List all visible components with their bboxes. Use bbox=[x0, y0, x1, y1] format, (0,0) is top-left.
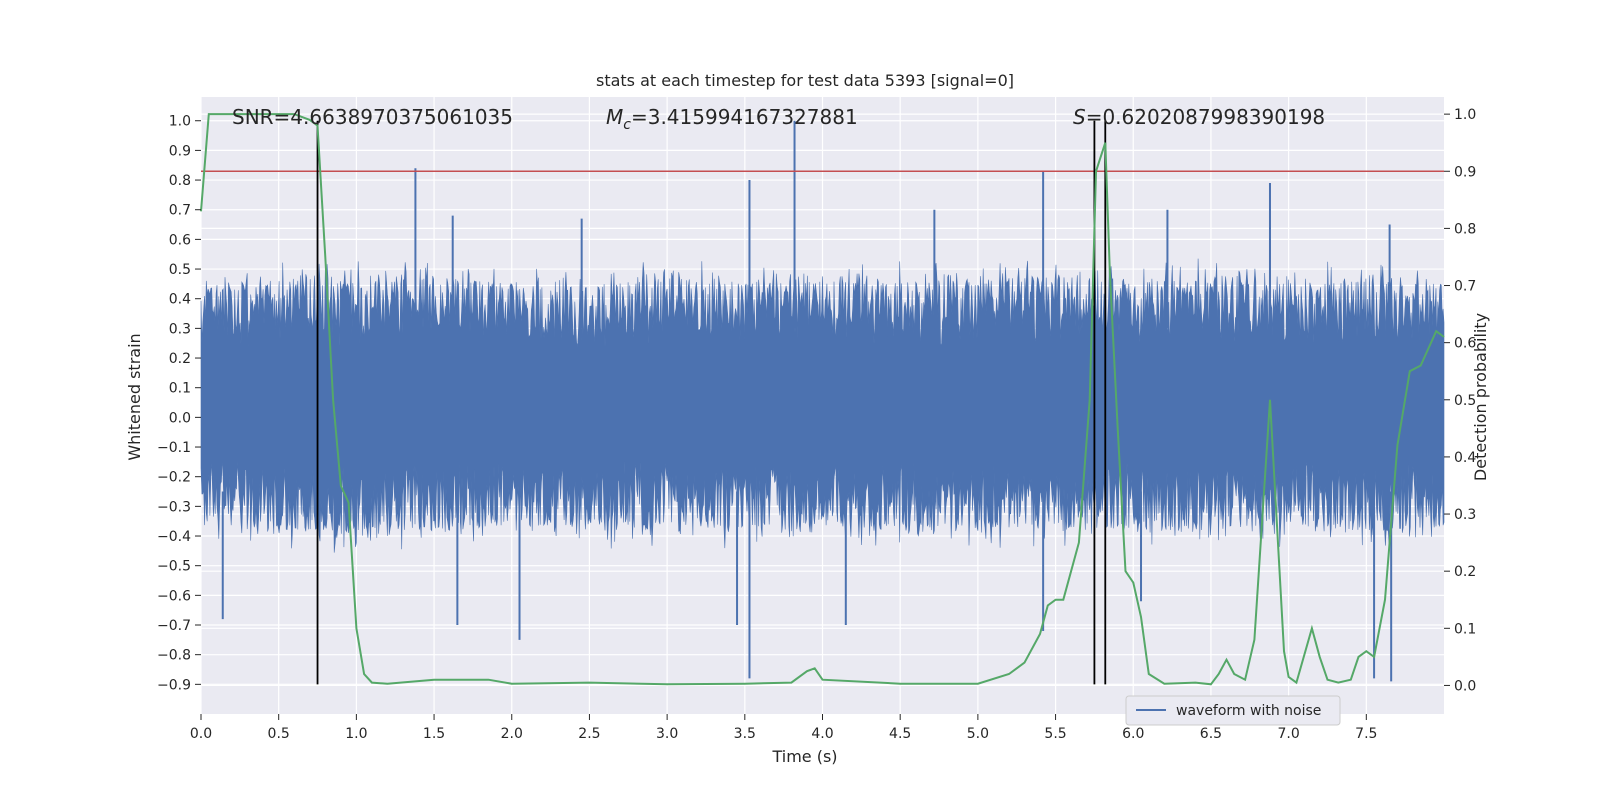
y-tick-label: 0.5 bbox=[169, 262, 191, 278]
y-tick-label: −0.3 bbox=[157, 499, 191, 515]
x-ticks: 0.0 0.5 1.0 1.5 2.0 2.5 3.0 3.5 4.0 4.5 5.0 5.5 6.0 6… bbox=[190, 714, 1377, 742]
x-tick-label: 1.0 bbox=[345, 726, 367, 742]
x-tick-label: 4.0 bbox=[811, 726, 833, 742]
x-tick-label: 5.0 bbox=[967, 726, 989, 742]
y2-tick-label: 0.7 bbox=[1454, 279, 1476, 295]
y-tick-label: 0.6 bbox=[169, 232, 191, 248]
y2-tick-label: 0.4 bbox=[1454, 450, 1476, 466]
y-tick-label: −0.2 bbox=[157, 470, 191, 486]
x-tick-label: 6.0 bbox=[1122, 726, 1144, 742]
y-tick-label: −0.1 bbox=[157, 440, 191, 456]
chart-title: stats at each timestep for test data 539… bbox=[596, 71, 1014, 90]
legend-entry-waveform: waveform with noise bbox=[1176, 703, 1321, 719]
s-symbol: S bbox=[1073, 105, 1086, 129]
x-tick-label: 3.5 bbox=[734, 726, 756, 742]
mc-symbol: M bbox=[606, 105, 623, 129]
mc-value: =3.415994167327881 bbox=[631, 105, 858, 129]
x-tick-label: 3.0 bbox=[656, 726, 678, 742]
y2-tick-label: 0.6 bbox=[1454, 336, 1476, 352]
x-tick-label: 1.5 bbox=[423, 726, 445, 742]
x-tick-label: 7.5 bbox=[1355, 726, 1377, 742]
detection-probability-line bbox=[200, 113, 1445, 686]
right-y-ticks: 1.0 0.9 0.8 0.7 0.6 0.5 0.4 0.3 0.2 0.1 0.0 bbox=[1444, 107, 1476, 694]
y2-axis-label: Detection probability bbox=[1471, 313, 1490, 481]
left-y-ticks: 1.0 0.9 0.8 0.7 0.6 0.5 0.4 0.3 0.2 0.1 0.0 −0.1 −0.… bbox=[157, 114, 201, 693]
legend: waveform with noise bbox=[1125, 695, 1341, 726]
mc-annotation: Mc=3.415994167327881 bbox=[606, 105, 858, 133]
y-tick-label: 0.8 bbox=[169, 173, 191, 189]
y-tick-label: 0.2 bbox=[169, 351, 191, 367]
y-tick-label: 0.3 bbox=[169, 321, 191, 337]
waveform-envelope bbox=[200, 258, 1445, 553]
x-tick-label: 6.5 bbox=[1200, 726, 1222, 742]
x-tick-label: 2.5 bbox=[578, 726, 600, 742]
y2-tick-label: 0.1 bbox=[1454, 621, 1476, 637]
overlay-lines bbox=[200, 113, 1445, 686]
s-annotation: S=0.6202087998390198 bbox=[1073, 105, 1325, 129]
y-tick-label: 1.0 bbox=[169, 114, 191, 130]
y2-tick-label: 0.2 bbox=[1454, 564, 1476, 580]
y-tick-label: 0.7 bbox=[169, 203, 191, 219]
y-tick-label: −0.9 bbox=[157, 677, 191, 693]
y-tick-label: −0.5 bbox=[157, 559, 191, 575]
y2-tick-label: 0.0 bbox=[1454, 678, 1476, 694]
y-tick-label: 0.1 bbox=[169, 381, 191, 397]
x-tick-label: 5.5 bbox=[1044, 726, 1066, 742]
y-tick-label: −0.7 bbox=[157, 618, 191, 634]
x-tick-label: 0.0 bbox=[190, 726, 212, 742]
x-tick-label: 4.5 bbox=[889, 726, 911, 742]
y2-tick-label: 0.8 bbox=[1454, 221, 1476, 237]
s-value: =0.6202087998390198 bbox=[1086, 105, 1325, 129]
snr-annotation: SNR=4.6638970375061035 bbox=[232, 105, 513, 129]
legend-box bbox=[1125, 695, 1341, 726]
y-tick-label: 0.0 bbox=[169, 410, 191, 426]
y-tick-label: −0.8 bbox=[157, 648, 191, 664]
y-tick-label: −0.6 bbox=[157, 588, 191, 604]
y-tick-label: 0.4 bbox=[169, 292, 191, 308]
x-tick-label: 0.5 bbox=[268, 726, 290, 742]
y2-tick-label: 1.0 bbox=[1454, 107, 1476, 123]
waveform-noise-series bbox=[200, 120, 1445, 682]
y-tick-label: −0.4 bbox=[157, 529, 191, 545]
y-tick-label: 0.9 bbox=[169, 143, 191, 159]
x-tick-label: 2.0 bbox=[501, 726, 523, 742]
x-axis-label: Time (s) bbox=[771, 747, 837, 766]
y2-tick-label: 0.3 bbox=[1454, 507, 1476, 523]
y-axis-label: Whitened strain bbox=[125, 333, 144, 460]
y2-tick-label: 0.9 bbox=[1454, 164, 1476, 180]
mc-subscript: c bbox=[623, 117, 631, 133]
y2-tick-label: 0.5 bbox=[1454, 393, 1476, 409]
x-tick-label: 7.0 bbox=[1277, 726, 1299, 742]
